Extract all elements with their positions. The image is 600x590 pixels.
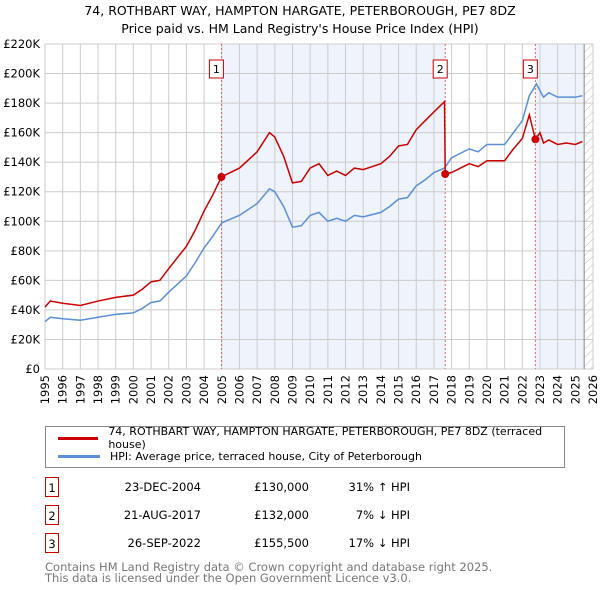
sale-point (217, 172, 226, 181)
sale-price: £132,000 (254, 508, 309, 522)
x-tick-label: 2010 (303, 375, 317, 404)
legend-item-property: 74, ROTHBART WAY, HAMPTON HARGATE, PETER… (58, 425, 564, 451)
legend-label: HPI: Average price, terraced house, City… (110, 449, 422, 463)
legend-label: 74, ROTHBART WAY, HAMPTON HARGATE, PETER… (108, 425, 543, 451)
sale-badge: 3 (45, 533, 59, 553)
sale-row-3: 3 26-SEP-2022 £155,500 17% ↓ HPI (45, 533, 545, 553)
x-tick-label: 2008 (268, 375, 282, 404)
x-tick-label: 2014 (374, 375, 388, 404)
sale-badge: 2 (45, 505, 59, 525)
forecast-hatch (584, 44, 593, 369)
legend-item-hpi: HPI: Average price, terraced house, City… (58, 448, 422, 464)
sale-price: £130,000 (254, 480, 309, 494)
sale-number: 2 (437, 63, 444, 76)
chart-title: 74, ROTHBART WAY, HAMPTON HARGATE, PETER… (84, 3, 516, 18)
sale-badge: 1 (45, 477, 59, 497)
x-tick-label: 2021 (498, 375, 512, 404)
y-tick-label: £200K (3, 67, 40, 81)
x-tick-label: 2005 (215, 375, 229, 404)
sale-date: 23-DEC-2004 (124, 480, 201, 494)
shaded-region (535, 44, 585, 369)
hpi-line (44, 82, 583, 323)
footer-licence: This data is licensed under the Open Gov… (45, 571, 412, 585)
x-tick-label: 2016 (409, 375, 423, 404)
sale-row-2: 2 21-AUG-2017 £132,000 7% ↓ HPI (45, 505, 545, 525)
y-tick-label: £80K (11, 244, 41, 258)
sale-price: £155,500 (254, 536, 309, 550)
x-tick-label: 2001 (144, 375, 158, 404)
sale-number-box (522, 59, 538, 79)
x-tick-label: 2006 (232, 375, 246, 404)
y-tick-label: £40K (11, 303, 41, 317)
y-tick-label: £180K (3, 96, 40, 110)
x-tick-label: 2000 (126, 375, 140, 404)
shaded-region (221, 44, 446, 369)
x-tick-label: 1997 (73, 375, 87, 404)
legend-swatch-blue (58, 454, 100, 458)
x-tick-label: 2026 (586, 375, 600, 404)
sale-hpi-diff: 7% ↓ HPI (355, 508, 410, 522)
sale-point (441, 170, 450, 178)
y-tick-label: £60K (11, 273, 41, 287)
x-tick-label: 2017 (427, 375, 441, 404)
y-tick-label: £220K (3, 37, 40, 51)
sale-number-box (432, 59, 448, 79)
x-tick-label: 2023 (533, 375, 547, 404)
x-tick-label: 2003 (179, 375, 193, 404)
y-tick-label: £160K (3, 126, 40, 140)
sale-hpi-diff: 31% ↑ HPI (348, 480, 410, 494)
x-tick-label: 1995 (38, 375, 52, 404)
x-tick-label: 2012 (339, 375, 353, 404)
y-tick-label: £0 (25, 362, 40, 376)
x-tick-label: 2022 (515, 375, 529, 404)
sale-number: 3 (527, 63, 534, 76)
y-tick-label: £100K (3, 214, 40, 228)
sale-point (531, 135, 540, 144)
price-chart: 1995 1996 1997 1998 1999 2000 2001 2002 2003 2004… (3, 37, 600, 404)
chart-subtitle: Price paid vs. HM Land Registry's House … (121, 21, 479, 36)
sale-number-box (208, 59, 224, 79)
sale-number: 1 (213, 63, 220, 76)
property-price-line (44, 99, 583, 308)
x-tick-label: 2009 (285, 375, 299, 404)
sale-date: 26-SEP-2022 (127, 536, 201, 550)
x-tick-label: 2020 (480, 375, 494, 404)
x-tick-label: 2018 (445, 375, 459, 404)
x-tick-label: 2024 (551, 375, 565, 404)
x-tick-label: 2019 (462, 375, 476, 404)
legend: 74, ROTHBART WAY, HAMPTON HARGATE, PETER… (45, 425, 565, 468)
legend-swatch-red (58, 436, 99, 440)
y-tick-label: £120K (3, 185, 40, 199)
sale-date: 21-AUG-2017 (123, 508, 201, 522)
x-tick-label: 1998 (91, 375, 105, 404)
x-tick-label: 2013 (356, 375, 370, 404)
x-tick-label: 1996 (56, 375, 70, 404)
sale-row-1: 1 23-DEC-2004 £130,000 31% ↑ HPI (45, 477, 545, 497)
x-tick-label: 2007 (250, 375, 264, 404)
x-tick-label: 1999 (109, 375, 123, 404)
y-tick-label: £140K (3, 155, 40, 169)
x-tick-label: 2025 (568, 375, 582, 404)
sale-hpi-diff: 17% ↓ HPI (348, 536, 410, 550)
x-tick-label: 2002 (162, 375, 176, 404)
y-tick-label: £20K (11, 332, 41, 346)
footer-copyright: Contains HM Land Registry data © Crown c… (45, 560, 493, 574)
x-tick-label: 2015 (392, 375, 406, 404)
x-tick-label: 2011 (321, 375, 335, 404)
x-tick-label: 2004 (197, 375, 211, 404)
